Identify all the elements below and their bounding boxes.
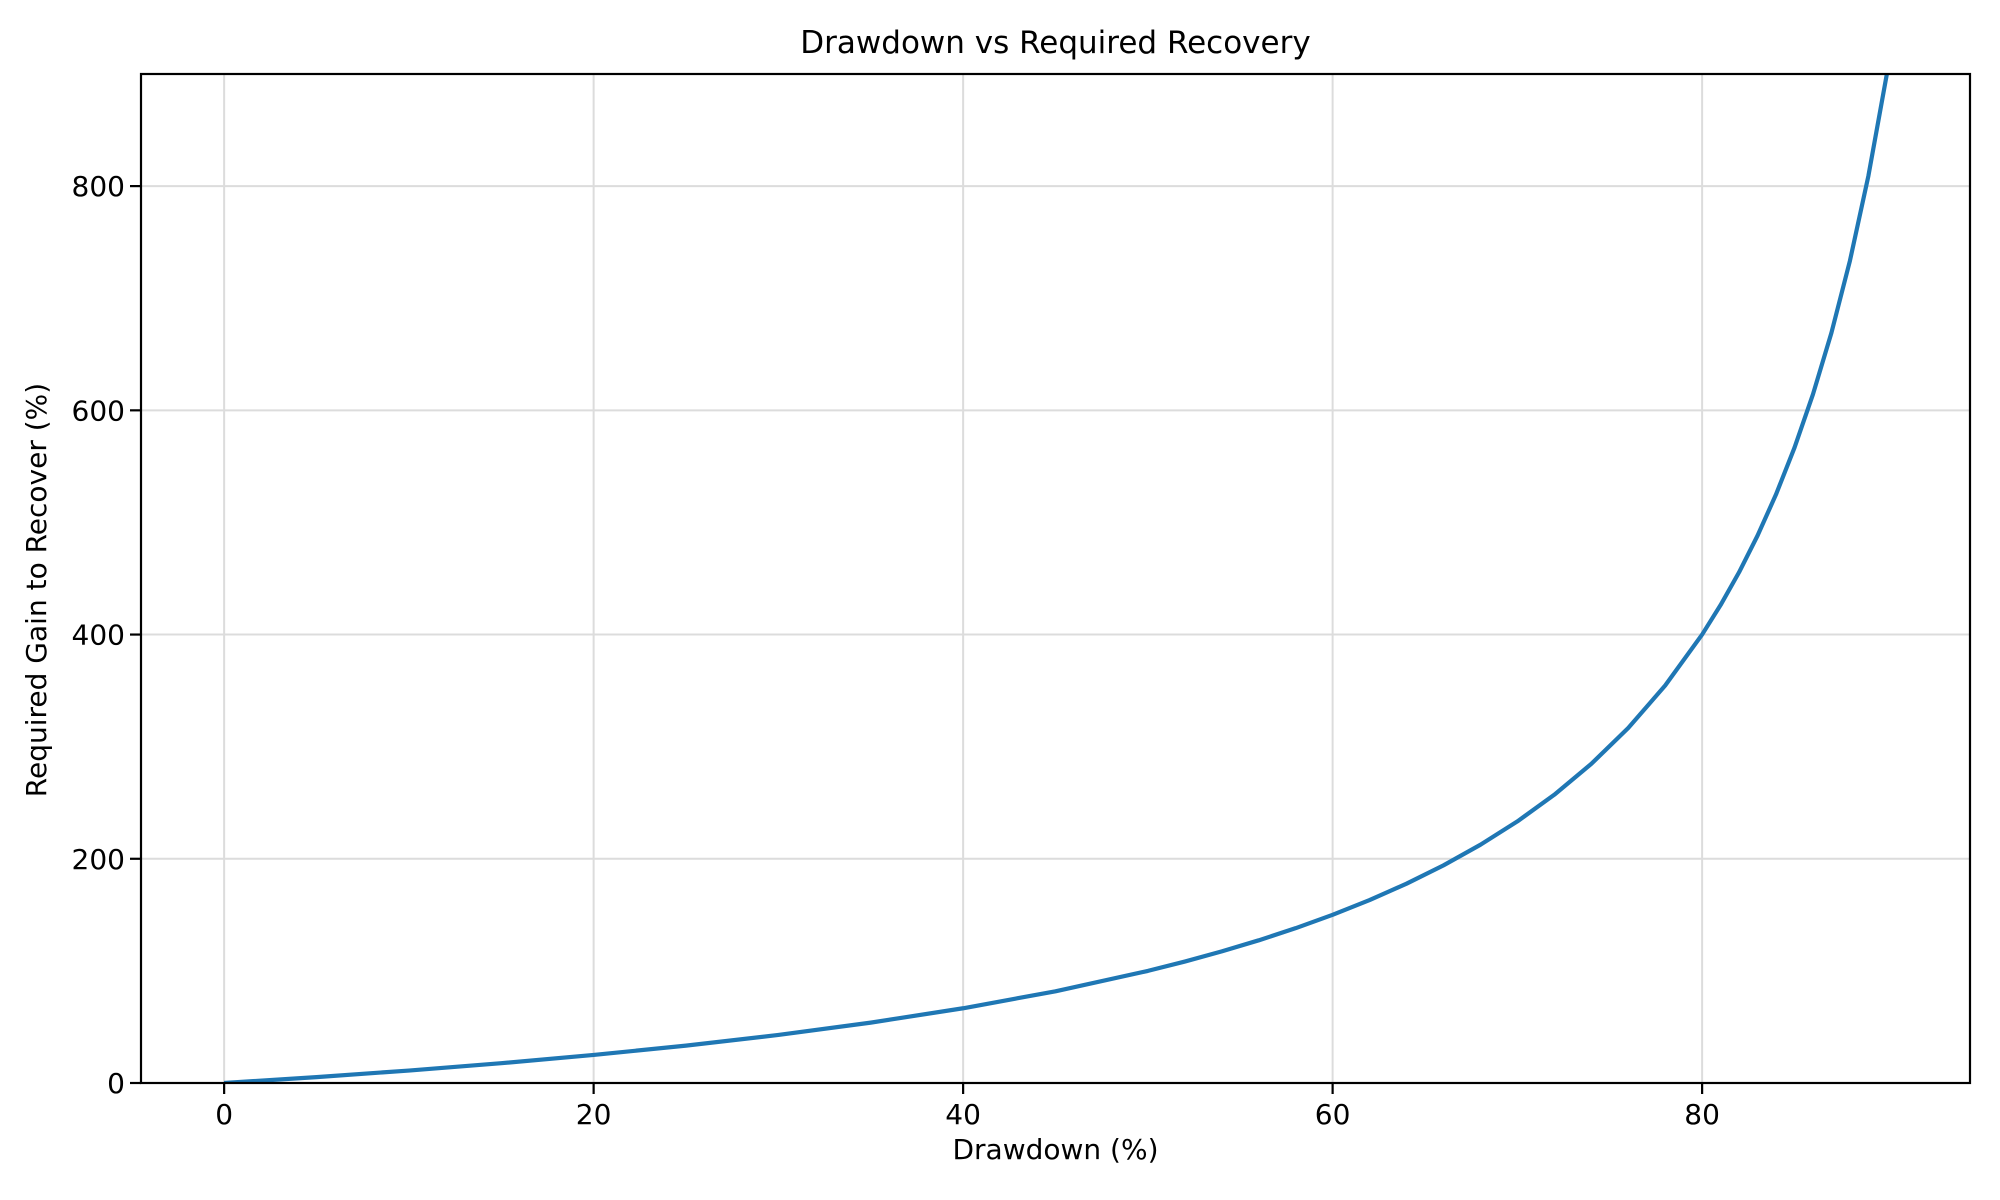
recovery-curve <box>224 74 1889 1083</box>
x-tick-label: 0 <box>215 1098 233 1131</box>
axes-background <box>141 74 1970 1083</box>
y-tick-label: 0 <box>107 1067 125 1100</box>
x-axis-label: Drawdown (%) <box>952 1133 1159 1166</box>
x-tick-label: 40 <box>945 1098 981 1131</box>
plot-border <box>139 72 1972 1085</box>
y-tick-label: 800 <box>72 170 125 203</box>
chart-title: Drawdown vs Required Recovery <box>800 25 1311 61</box>
y-tick-label: 400 <box>72 619 125 652</box>
x-tick-label: 20 <box>576 1098 612 1131</box>
y-tick-label: 200 <box>72 843 125 876</box>
x-tick-label: 60 <box>1315 1098 1351 1131</box>
y-tick-label: 600 <box>72 394 125 427</box>
x-tick-label: 80 <box>1684 1098 1720 1131</box>
